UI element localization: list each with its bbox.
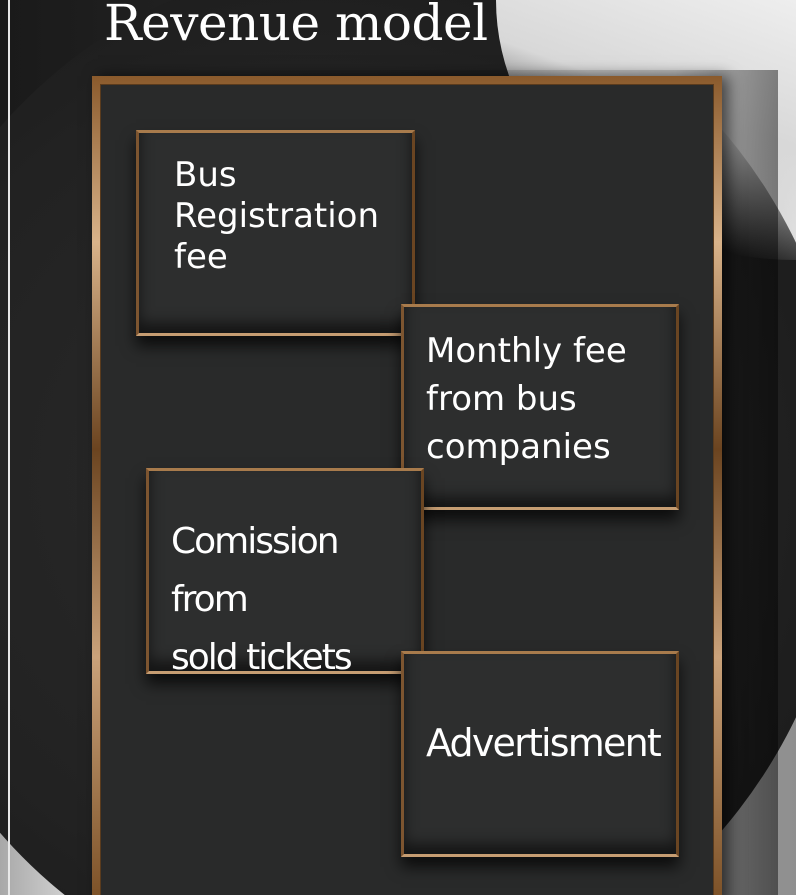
revenue-card-advertisement: Advertisment <box>401 651 679 857</box>
card-label: Advertisment <box>426 721 662 765</box>
card-label: Comission from sold tickets <box>171 521 353 678</box>
card-label: Monthly fee from bus companies <box>426 331 627 467</box>
card-label: Bus Registration fee <box>174 155 380 277</box>
revenue-card-monthly-fee: Monthly fee from bus companies <box>401 304 679 510</box>
slide-title: Revenue model <box>104 0 488 52</box>
revenue-card-bus-registration-fee: Bus Registration fee <box>136 130 415 336</box>
revenue-card-ticket-commission: Comission from sold tickets <box>146 468 424 678</box>
left-edge-line <box>8 0 10 895</box>
